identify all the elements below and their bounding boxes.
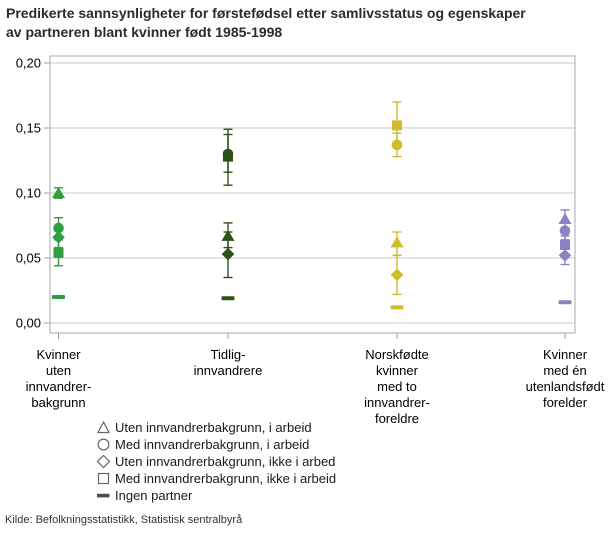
source-note: Kilde: Befolkningsstatistikk, Statistisk…	[5, 514, 243, 526]
data-point-dash	[390, 305, 404, 310]
data-point-square	[53, 247, 64, 258]
y-tick-label: 0,00	[16, 316, 41, 331]
data-point-triangle	[221, 229, 235, 241]
y-tick-label: 0,15	[16, 121, 41, 136]
data-point-circle	[222, 148, 234, 160]
data-point-dash	[221, 296, 235, 301]
data-point-diamond	[558, 249, 572, 262]
circle-icon	[97, 438, 110, 451]
chart-title-line2: av partneren blant kvinner født 1985-199…	[6, 24, 283, 40]
x-category-label: Kvinner uten innvandrer-bakgrunn	[26, 347, 92, 410]
legend-item: Ingen partner	[96, 487, 336, 504]
legend-item: Med innvandrerbakgrunn, i arbeid	[96, 436, 336, 453]
chart-title: Predikerte sannsynligheter for førstefød…	[6, 4, 608, 42]
legend-item-label: Uten innvandrerbakgrunn, i arbeid	[115, 420, 312, 435]
data-point-circle	[559, 225, 571, 236]
legend-item: Med innvandrerbakgrunn, ikke i arbeid	[96, 470, 336, 487]
legend-item: Uten innvandrerbakgrunn, ikke i arbed	[96, 453, 336, 470]
data-point-triangle	[390, 236, 404, 248]
legend-item-label: Ingen partner	[115, 488, 193, 503]
data-point-circle	[53, 222, 64, 234]
data-point-triangle	[52, 187, 65, 198]
data-point-dash	[52, 295, 65, 299]
data-point-square	[392, 120, 402, 131]
chart-title-line1: Predikerte sannsynligheter for førstefød…	[6, 5, 526, 21]
data-point-diamond	[52, 230, 65, 244]
x-category-label: Kvinner med én utenlandsfødt forelder	[526, 347, 605, 410]
diamond-icon	[96, 454, 111, 469]
legend: Uten innvandrerbakgrunn, i arbeid Med in…	[96, 419, 336, 504]
legend-item-label: Med innvandrerbakgrunn, i arbeid	[115, 437, 310, 452]
dash-icon	[97, 493, 110, 498]
plot-border	[49, 55, 576, 334]
square-icon	[97, 472, 110, 485]
y-tick-label: 0,20	[16, 56, 41, 71]
data-point-square	[560, 240, 570, 250]
data-point-dash	[558, 300, 572, 305]
x-category-label: Norskfødte kvinner med to innvandrer-foreld…	[364, 347, 430, 426]
legend-item-label: Med innvandrerbakgrunn, ikke i arbeid	[115, 471, 337, 486]
data-point-diamond	[221, 247, 235, 261]
y-tick-label: 0,05	[16, 251, 41, 266]
data-point-triangle	[558, 213, 572, 224]
legend-item-label: Uten innvandrerbakgrunn, ikke i arbed	[115, 454, 336, 469]
triangle-icon	[97, 420, 110, 434]
y-tick-label: 0,10	[16, 186, 41, 201]
data-point-diamond	[390, 268, 404, 282]
legend-item: Uten innvandrerbakgrunn, i arbeid	[96, 419, 336, 436]
data-point-circle	[391, 139, 403, 151]
x-category-label: Tidlig-innvandrere	[194, 347, 263, 378]
